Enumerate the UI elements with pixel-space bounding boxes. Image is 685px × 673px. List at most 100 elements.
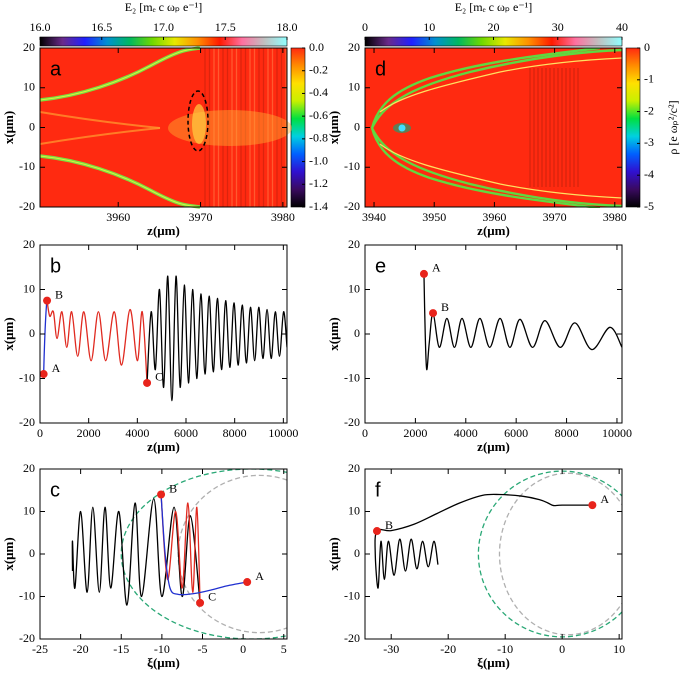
y-tick-label: 0	[29, 546, 35, 560]
y-axis-label: x(μm)	[326, 317, 341, 350]
x-tick-label: -30	[383, 642, 399, 656]
y-tick-label: 0	[29, 119, 35, 133]
y-tick-label: 0	[354, 326, 360, 340]
trajectory	[43, 300, 48, 375]
x-tick-label: -5	[198, 642, 208, 656]
colorbar-tick-label: -0.2	[309, 62, 328, 76]
x-tick-label: 5	[281, 642, 287, 656]
y-tick-label: -20	[19, 199, 35, 213]
colorbar-tick-label: -0.8	[309, 131, 328, 145]
x-tick-label: 4000	[125, 426, 149, 440]
x-tick-label: -10	[154, 642, 170, 656]
x-tick-label: 3980	[271, 210, 295, 224]
colorbar-tick-label: -0.4	[309, 85, 328, 99]
panel-label: c	[50, 479, 60, 501]
colorbar-tick-label: 18.0	[277, 20, 298, 34]
marker-point	[243, 578, 252, 587]
x-tick-label: 0	[37, 426, 43, 440]
x-tick-label: 4000	[454, 426, 478, 440]
point-label: A	[600, 492, 609, 506]
x-tick-label: 0	[362, 426, 368, 440]
x-tick-label: 3940	[362, 210, 386, 224]
x-axis-label: z(μm)	[147, 223, 180, 238]
y-tick-label: -10	[19, 159, 35, 173]
x-tick-label: 10000	[268, 426, 298, 440]
point-label: A	[52, 361, 61, 375]
x-tick-label: 6000	[174, 426, 198, 440]
field-streak	[39, 47, 201, 101]
y-tick-label: -10	[344, 588, 360, 602]
trajectory	[146, 275, 287, 402]
y-axis-label: x(μm)	[326, 537, 341, 570]
trajectory	[423, 273, 622, 371]
x-tick-label: 3960	[106, 210, 130, 224]
marker-point	[588, 501, 597, 510]
colorbar-title: E₂ [mₑ c ωₚ e⁻¹]	[455, 0, 533, 14]
plot-frame	[364, 244, 623, 424]
colorbar-tick-label: -1.0	[309, 153, 328, 167]
x-tick-label: 10000	[602, 426, 632, 440]
field-streak	[370, 48, 601, 129]
colorbar-title: E₂ [mₑ c ωₚ e⁻¹]	[125, 0, 203, 14]
y-tick-label: 20	[23, 237, 35, 251]
colorbar-tick-label: -3	[644, 135, 654, 149]
marker-point	[429, 309, 438, 318]
colorbar-tick-label: 20	[488, 20, 500, 34]
x-tick-label: 3950	[422, 210, 446, 224]
colorbar-title: ρ [e ωₚ²/c²]	[666, 100, 680, 154]
colorbar-tick-label: 0	[362, 20, 368, 34]
y-tick-label: 0	[354, 119, 360, 133]
x-axis-label: z(μm)	[147, 439, 180, 454]
point-label: A	[432, 261, 441, 275]
y-tick-label: -20	[344, 415, 360, 429]
x-tick-label: -20	[440, 642, 456, 656]
y-axis-label: x(μm)	[1, 317, 16, 350]
x-tick-label: -10	[497, 642, 513, 656]
y-tick-label: 20	[348, 237, 360, 251]
y-axis-label: x(μm)	[326, 111, 341, 144]
colorbar-tick-label: 30	[552, 20, 564, 34]
y-tick-label: 20	[348, 461, 360, 475]
x-tick-label: 3970	[189, 210, 213, 224]
annotation-ellipse	[187, 90, 209, 152]
field-streak	[370, 127, 601, 208]
colorbar-tick-label: -1.2	[309, 176, 328, 190]
y-tick-label: -10	[344, 159, 360, 173]
x-tick-label: 2000	[403, 426, 427, 440]
x-axis-label: z(μm)	[477, 439, 510, 454]
colorbar-tick-label: 16.0	[30, 20, 51, 34]
y-tick-label: 10	[348, 281, 360, 295]
colorbar-tick-label: -4	[644, 167, 654, 181]
marker-point	[157, 490, 166, 499]
field-spot	[398, 124, 406, 132]
trajectory	[46, 300, 148, 383]
marker-point	[43, 296, 52, 305]
y-tick-label: -20	[19, 631, 35, 645]
x-tick-label: -15	[113, 642, 129, 656]
y-tick-label: 20	[23, 40, 35, 54]
y-tick-label: 10	[23, 281, 35, 295]
x-tick-label: 2000	[77, 426, 101, 440]
colorbar	[290, 47, 306, 208]
colorbar-tick-label: 16.5	[91, 20, 112, 34]
field-streak	[39, 111, 161, 129]
colorbar-tick-label: -1	[644, 72, 654, 86]
y-tick-label: 10	[348, 503, 360, 517]
field-haze	[168, 110, 292, 146]
colorbar-tick-label: -0.6	[309, 108, 328, 122]
marker-point	[143, 378, 152, 387]
trajectory	[160, 494, 248, 596]
x-tick-label: 0	[559, 642, 565, 656]
x-tick-label: 8000	[223, 426, 247, 440]
panel-label: e	[375, 255, 386, 277]
boundary-circle	[177, 474, 287, 634]
y-tick-label: -20	[19, 415, 35, 429]
plot-frame	[39, 244, 288, 424]
panel-label: f	[375, 479, 381, 501]
field-streak	[39, 127, 161, 145]
y-tick-label: -10	[344, 370, 360, 384]
colorbar-tick-label: -1.4	[309, 199, 328, 213]
colorbar	[625, 47, 641, 208]
marker-point	[39, 370, 48, 379]
